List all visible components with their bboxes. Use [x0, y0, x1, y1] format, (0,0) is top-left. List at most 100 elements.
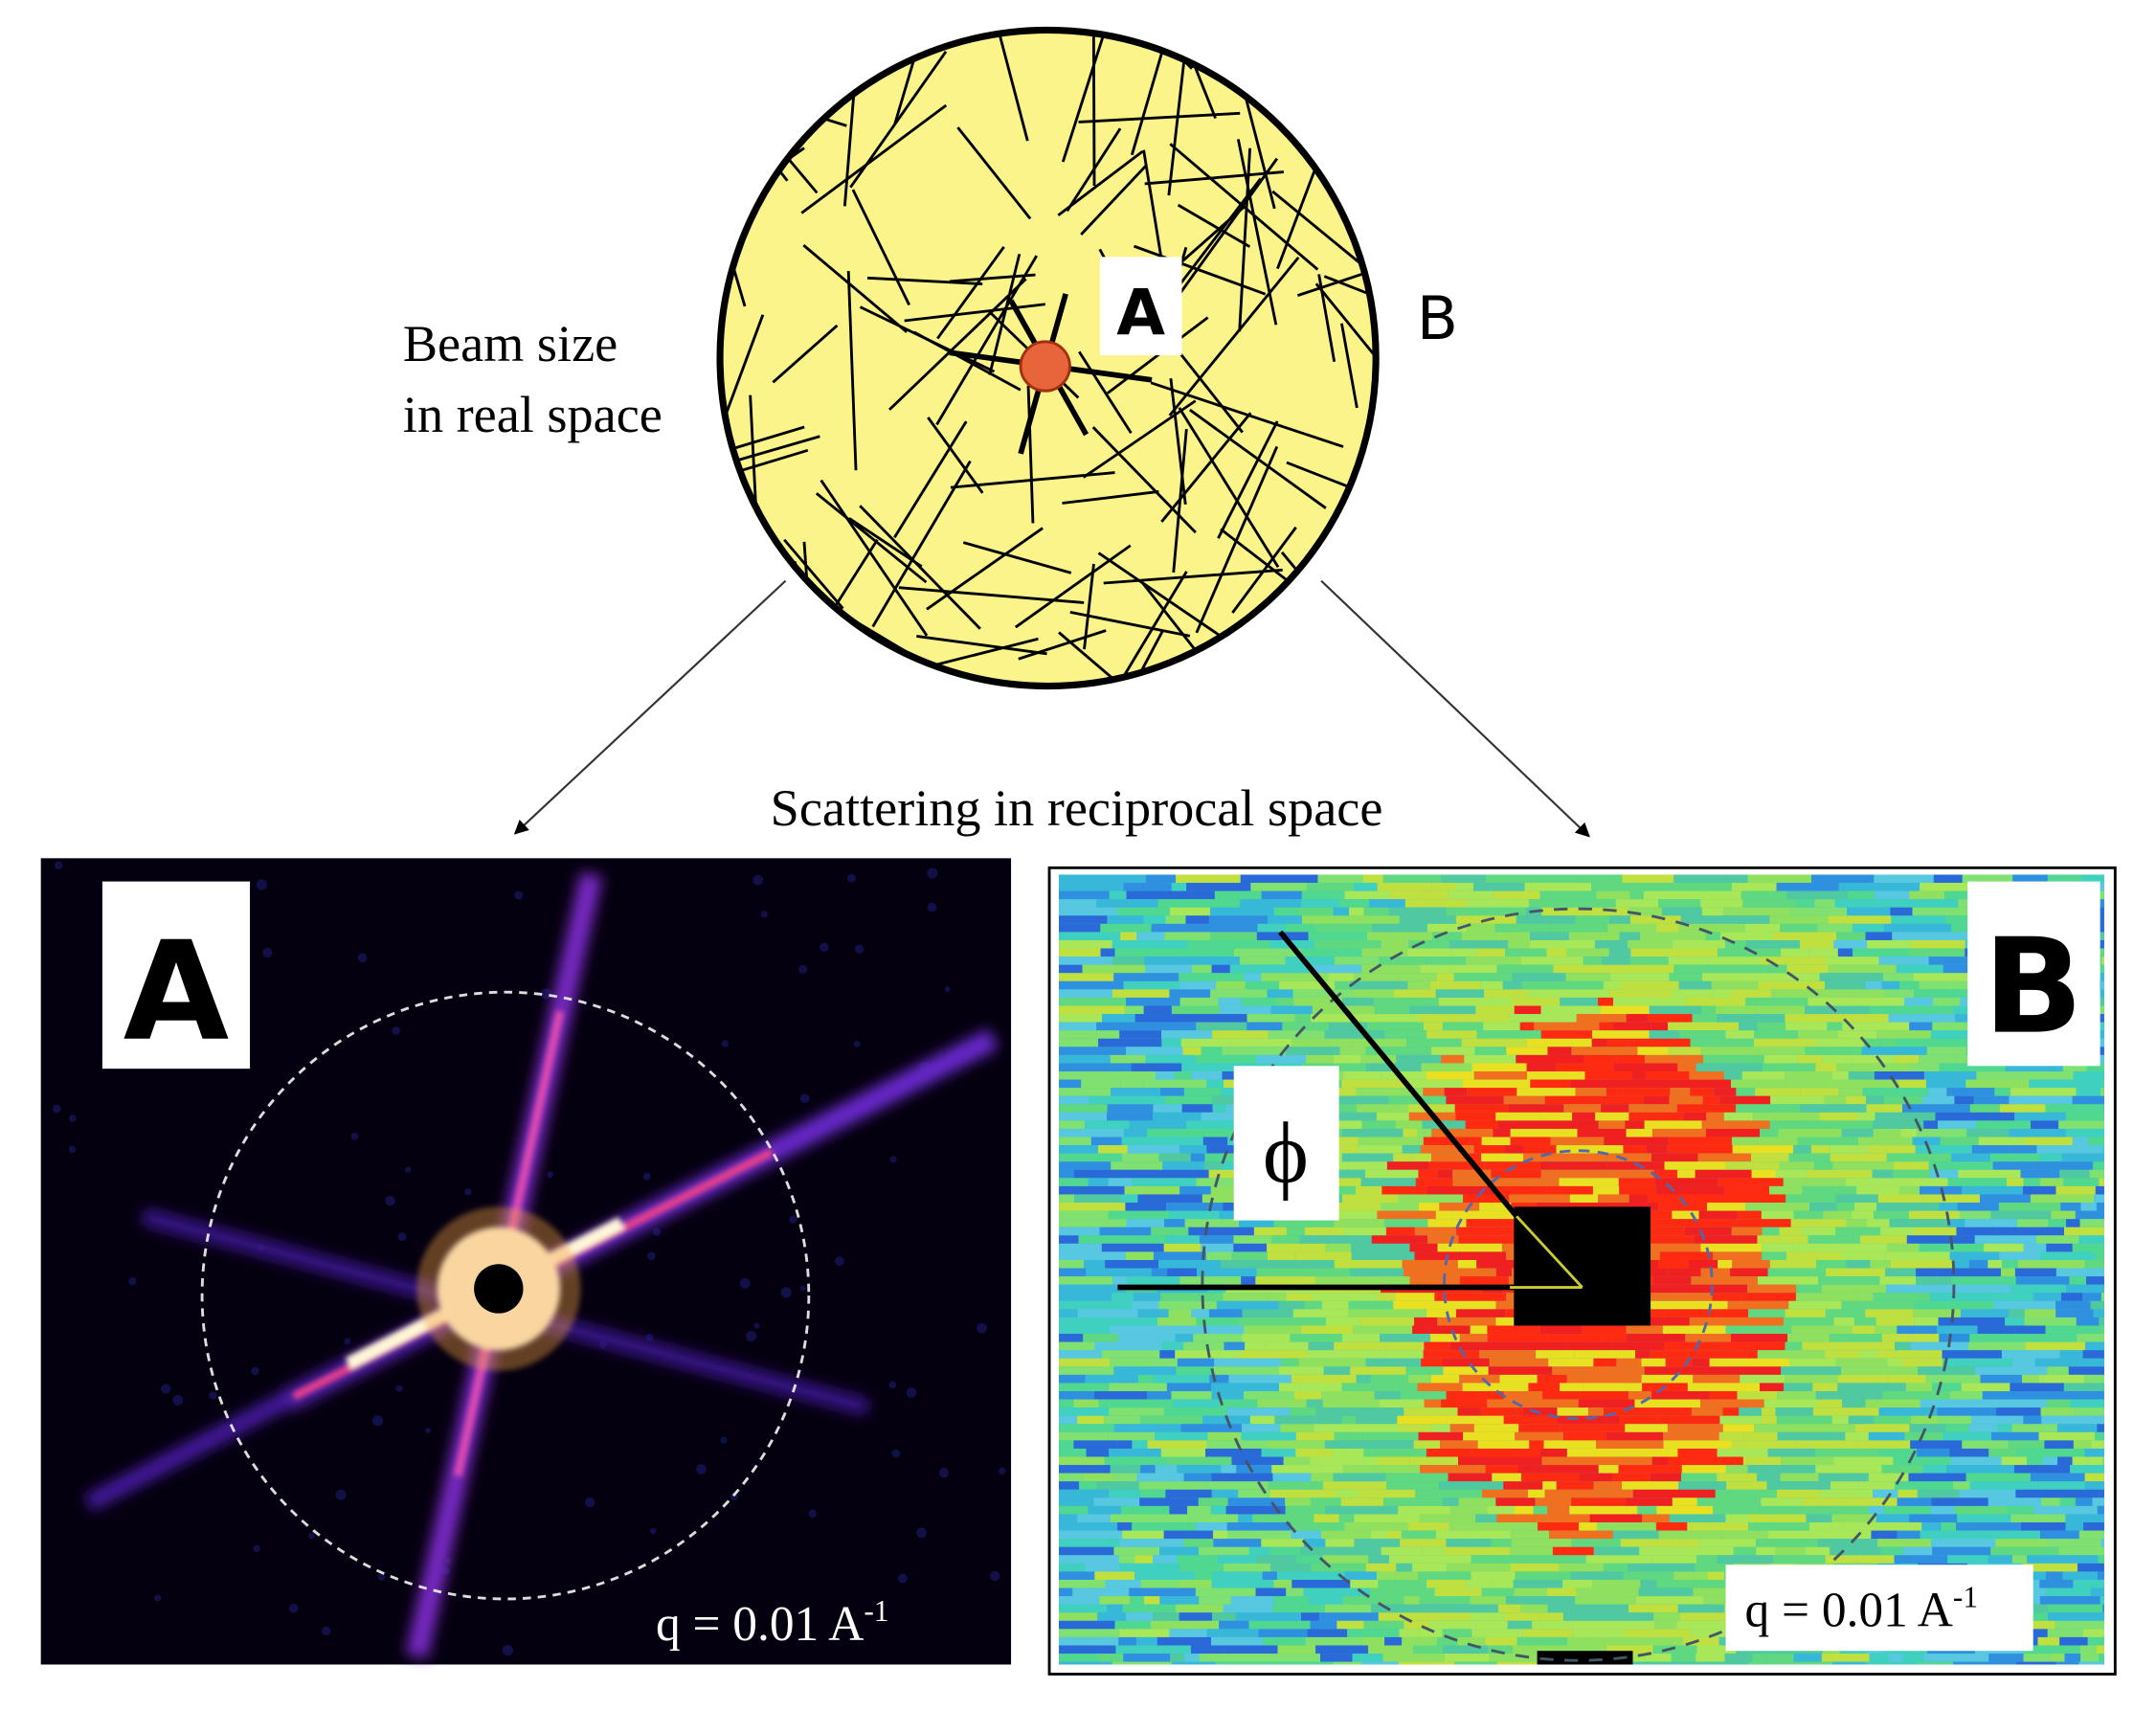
- streak: [1802, 1185, 1857, 1195]
- streak: [2014, 1300, 2056, 1310]
- streak: [1571, 1539, 1621, 1547]
- streak: [1241, 1431, 1296, 1441]
- streak: [1140, 1465, 1156, 1474]
- speckle: [854, 944, 865, 954]
- streak: [1255, 1587, 1287, 1597]
- speckle: [397, 1232, 407, 1242]
- streak: [1393, 1300, 1451, 1310]
- streak: [1059, 939, 1112, 949]
- streak: [1866, 1104, 1902, 1113]
- streak: [1785, 1309, 1826, 1317]
- streak: [1446, 1391, 1504, 1400]
- streak: [1687, 1522, 1749, 1531]
- streak: [1969, 1334, 2032, 1342]
- streak: [1186, 883, 1251, 891]
- streak: [1495, 1317, 1529, 1326]
- streak: [1094, 1571, 1135, 1580]
- streak: [1449, 1505, 1488, 1515]
- streak: [1860, 1235, 1907, 1244]
- streak: [1866, 1095, 1884, 1105]
- streak: [1664, 1341, 1722, 1351]
- streak: [2102, 1145, 2104, 1154]
- streak: [1680, 915, 1714, 924]
- streak: [1639, 932, 1706, 940]
- streak: [1483, 1022, 1520, 1031]
- streak: [1369, 899, 1405, 908]
- streak: [1171, 939, 1188, 949]
- fiber: [851, 189, 910, 306]
- streak: [1874, 874, 1934, 884]
- streak: [1672, 989, 1714, 998]
- streak: [1601, 1334, 1627, 1342]
- streak: [1514, 1587, 1547, 1597]
- streak: [1424, 1341, 1450, 1351]
- streak: [1982, 1391, 2045, 1400]
- streak: [1497, 1120, 1559, 1129]
- streak: [1798, 1030, 1838, 1039]
- streak: [1173, 1325, 1188, 1335]
- streak: [1267, 1251, 1295, 1260]
- streak: [1629, 957, 1669, 965]
- streak: [1540, 1169, 1609, 1179]
- streak: [1140, 1415, 1203, 1425]
- streak: [1651, 1022, 1669, 1031]
- streak: [1462, 1079, 1531, 1089]
- streak: [1378, 1579, 1395, 1588]
- streak: [1836, 1203, 1855, 1211]
- streak: [1628, 1563, 1696, 1572]
- fiber: [988, 253, 1022, 375]
- streak: [1205, 1251, 1232, 1260]
- streak: [1897, 1325, 1938, 1335]
- streak: [1821, 1654, 1870, 1662]
- streak: [1457, 1251, 1507, 1260]
- streak: [1163, 1407, 1227, 1416]
- streak: [1909, 1022, 1933, 1031]
- streak: [1162, 1161, 1205, 1170]
- streak: [1421, 1358, 1443, 1367]
- streak: [1894, 1054, 1920, 1064]
- streak: [1322, 1399, 1380, 1408]
- streak: [1181, 957, 1240, 965]
- streak: [1867, 939, 1912, 949]
- streak: [1651, 1128, 1706, 1137]
- streak: [1213, 1539, 1262, 1547]
- streak: [1939, 1203, 1958, 1211]
- streak: [1530, 1341, 1569, 1351]
- streak: [1112, 1276, 1128, 1285]
- beam-label: in real space: [403, 386, 663, 443]
- streak: [1543, 1440, 1597, 1449]
- streak: [1325, 1539, 1355, 1547]
- streak: [1355, 1415, 1398, 1425]
- streak: [1748, 1661, 1767, 1665]
- streak: [1437, 1317, 1453, 1326]
- streak: [1514, 1505, 1534, 1515]
- streak: [1932, 1546, 1991, 1556]
- fiber: [802, 244, 909, 333]
- streak: [1925, 1481, 1954, 1490]
- streak: [1199, 1654, 1257, 1662]
- streak: [1353, 973, 1399, 981]
- streak: [2039, 1596, 2100, 1605]
- streak: [1828, 915, 1892, 924]
- streak: [1824, 1243, 1887, 1252]
- streak: [1889, 1219, 1948, 1227]
- streak: [1196, 1317, 1238, 1326]
- streak: [1882, 973, 1914, 981]
- streak: [1912, 907, 1980, 916]
- streak: [1700, 1005, 1717, 1015]
- streak: [1242, 1309, 1293, 1317]
- streak: [1754, 1030, 1799, 1039]
- streak: [1665, 1079, 1732, 1089]
- streak: [2008, 1440, 2045, 1449]
- streak: [1094, 1391, 1148, 1400]
- streak: [1156, 1071, 1175, 1080]
- streak: [1529, 1440, 1544, 1449]
- streak: [1520, 1604, 1548, 1613]
- streak: [1109, 1407, 1139, 1416]
- streak: [1612, 1341, 1665, 1351]
- streak: [1748, 1309, 1785, 1317]
- streak: [1953, 1661, 2016, 1665]
- streak: [1616, 1054, 1645, 1064]
- streak: [1130, 1596, 1144, 1605]
- streak: [1227, 1530, 1291, 1540]
